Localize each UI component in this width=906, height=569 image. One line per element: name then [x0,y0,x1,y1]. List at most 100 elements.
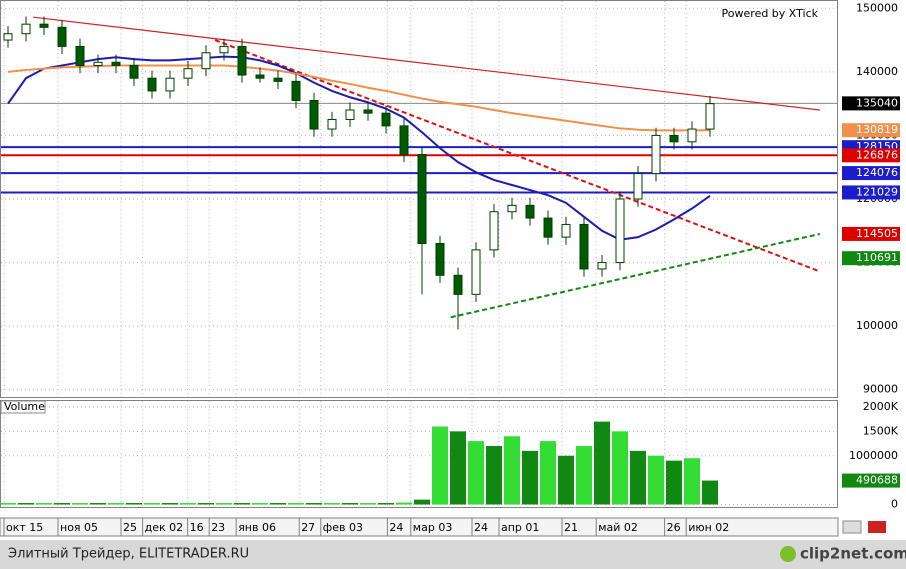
candle-body [597,262,607,270]
x-tick-label: ноя 05 [60,521,98,534]
x-tick-label: 24 [389,521,403,534]
close-button[interactable] [868,521,886,533]
volume-bar [378,503,394,505]
candle-body [147,77,157,92]
candle-body [93,61,103,66]
candle-body [687,128,697,143]
candle-body [309,99,319,130]
x-tick-label: июн 02 [688,521,729,534]
moving-average [7,64,711,132]
candle-body [21,23,31,35]
y-tick-label: 0 [891,497,898,510]
candle-body [471,249,481,295]
trend-line [450,232,821,319]
volume-bar [108,503,124,505]
volume-bar [270,503,286,505]
y-tick-label: 1000000 [849,449,898,462]
volume-bar [468,441,484,505]
level-label-box [842,148,900,163]
volume-pane [0,400,838,508]
volume-bar [684,458,700,505]
volume-bar [72,503,88,505]
candle-body [345,109,355,121]
volume-bar [126,503,142,505]
candle-body [291,80,301,101]
x-tick-label: 24 [474,521,488,534]
volume-bar [558,455,574,505]
volume-bar [54,503,70,505]
volume-bar [504,436,520,505]
footer-text: Элитный Трейдер, ELITETRADER.RU [8,547,249,562]
candle-body [633,173,643,200]
volume-bar [360,503,376,505]
candle-body [417,153,427,245]
candle-body [453,274,463,295]
volume-bar [486,446,502,505]
x-tick-label: окт 15 [6,521,43,534]
level-label-box [842,96,900,111]
candle-body [381,112,391,127]
scroll-button[interactable] [842,520,862,534]
candle-body [111,61,121,66]
candle-body [165,77,175,92]
volume-bar [252,503,268,505]
volume-bar [306,503,322,505]
x-tick-label: 16 [190,521,204,534]
x-tick-label: май 02 [598,521,638,534]
candle-body [525,204,535,219]
y-tick-label: 2000K [863,400,899,413]
y-tick-label: 90000 [863,383,898,396]
footer-bar [0,540,906,569]
candle-body [273,77,283,82]
candle-body [363,109,373,114]
volume-bar [450,431,466,505]
candle-body [255,74,265,79]
level-label: 124076 [856,166,898,179]
x-tick-label: янв 06 [238,521,276,534]
y-tick-label: 100000 [856,319,898,332]
x-tick-label: 26 [667,521,681,534]
volume-bar [234,503,250,505]
volume-bar [594,421,610,505]
moving-average [7,55,711,241]
volume-bar [0,503,16,505]
volume-bar [36,503,52,505]
volume-bar [414,499,430,505]
candle-body [579,223,589,270]
candle-body [669,134,679,143]
x-tick-label: дек 02 [145,521,184,534]
volume-bar [576,446,592,505]
level-label-box [842,251,900,266]
volume-bar [612,431,628,505]
trend-line [33,16,820,111]
volume-bar [144,503,160,505]
candle-body [237,45,247,76]
level-label: 110691 [856,251,898,264]
volume-bar [288,503,304,505]
level-label-box [842,166,900,181]
volume-bar [648,455,664,505]
level-label: 121029 [856,185,898,198]
level-label-box [842,226,900,241]
candle-body [75,45,85,66]
pane-title-box [0,400,46,414]
candle-body [615,198,625,264]
candle-body [435,243,445,276]
logo-text: clip2net.com [800,545,906,563]
candle-body [57,26,67,47]
candle-body [39,23,49,28]
volume-bar [342,503,358,505]
last-value-box [842,473,900,488]
volume-bar [702,480,718,505]
logo-icon [780,546,796,562]
volume-bar [180,503,196,505]
candle-body [3,33,13,41]
candle-body [543,217,553,238]
candle-body [219,45,229,54]
volume-bar [162,503,178,505]
volume-bar [198,503,214,505]
volume-bar [18,503,34,505]
volume-bar [90,503,106,505]
candle-body [129,64,139,79]
pane-title: Volume [4,400,45,413]
